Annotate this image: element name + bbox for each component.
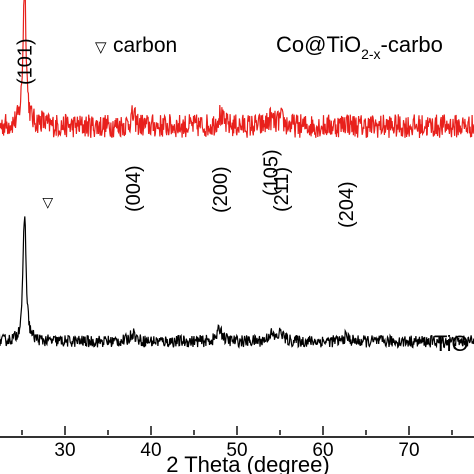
legend-marker: ▽ xyxy=(95,39,107,56)
legend: ▽ carbon xyxy=(95,34,177,57)
x-tick-label-50: 50 xyxy=(226,440,247,461)
x-axis-ticks xyxy=(21,426,453,435)
series-line-0 xyxy=(0,0,474,139)
peak-label-5: (211) xyxy=(271,167,293,212)
x-tick-label-40: 40 xyxy=(140,440,161,461)
series-tio2-pattern xyxy=(0,216,474,350)
sample-label-top-sub: 2-x xyxy=(361,46,380,62)
peak-labels: (101) (004) (200) (105)(211) (204) xyxy=(15,38,359,228)
peak-label-6: (204) xyxy=(336,181,358,228)
peak-label-2: (004) xyxy=(123,165,145,212)
sample-label-top-base: Co@TiO xyxy=(276,32,361,57)
x-tick-label-70: 70 xyxy=(398,440,419,461)
series-line-1 xyxy=(0,216,474,350)
sample-label-top: Co@TiO2-x-carbo xyxy=(276,32,443,62)
plot-frame xyxy=(0,436,474,438)
x-tick-label-60: 60 xyxy=(312,440,333,461)
series-co-tio2-carbon-pattern xyxy=(0,0,474,139)
x-tick-label-30: 30 xyxy=(54,440,75,461)
carbon-peak-marker: ▽ xyxy=(42,194,53,210)
sample-label-top-rest: -carbo xyxy=(381,32,443,57)
legend-label: carbon xyxy=(113,34,177,57)
x-axis-tick-labels: 30 40 50 60 70 xyxy=(54,440,419,461)
peak-label-4: (105) xyxy=(261,149,283,196)
x-axis-title: 2 Theta (degree) xyxy=(166,452,329,474)
sample-label-bottom: TiO xyxy=(434,331,469,356)
peak-label-0: (101) xyxy=(15,38,37,85)
peak-label-3: (200) xyxy=(210,166,232,213)
